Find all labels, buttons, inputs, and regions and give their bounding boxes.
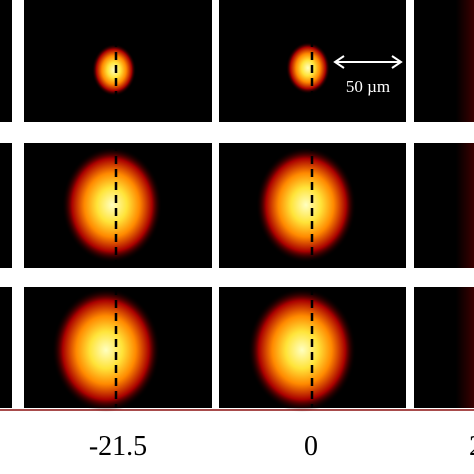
scale-label: 50 µm	[346, 77, 390, 96]
panel	[0, 287, 12, 408]
scale-bar: 50 µm	[333, 55, 403, 96]
beam-spot	[92, 44, 136, 96]
beam-spot	[248, 288, 356, 412]
beam-spot	[62, 147, 162, 263]
panel	[414, 143, 474, 268]
arrow-head	[333, 55, 345, 69]
x-label: -21.5	[89, 431, 147, 462]
beam-spot	[256, 147, 356, 263]
panel	[0, 143, 12, 268]
arrow-head	[391, 55, 403, 69]
panel	[0, 0, 12, 122]
beam-spot	[52, 288, 160, 412]
x-label: 0	[304, 431, 318, 462]
panel	[414, 0, 474, 122]
panel	[414, 287, 474, 408]
x-label: 2	[469, 431, 474, 462]
panels	[0, 0, 474, 412]
beam-spot	[286, 42, 330, 94]
